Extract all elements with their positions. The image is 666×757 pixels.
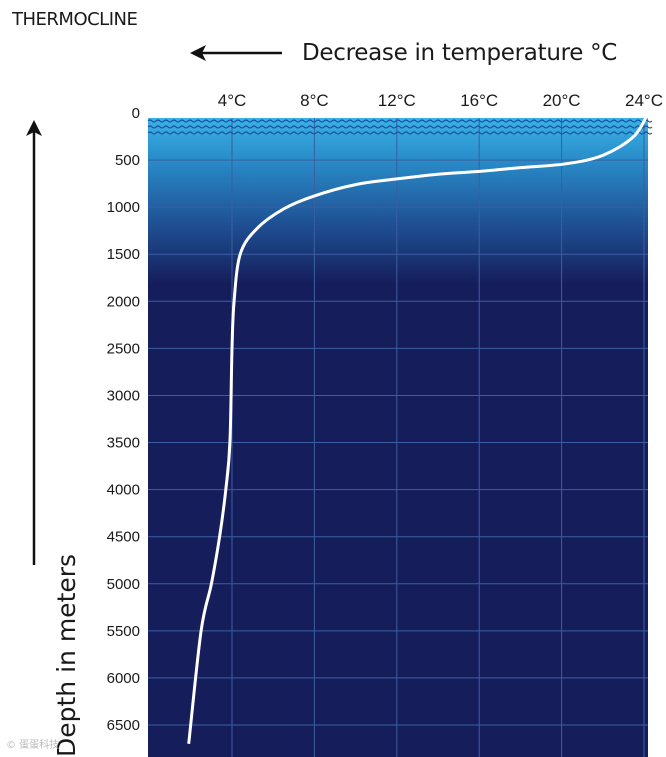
y-tick-label: 1000	[107, 199, 140, 216]
x-tick-label: 24°C	[625, 91, 663, 110]
y-tick-label: 3000	[107, 387, 140, 404]
y-tick-label: 2000	[107, 293, 140, 310]
x-tick-label: 12°C	[378, 91, 416, 110]
up-arrow-icon	[26, 120, 42, 565]
x-tick-label: 16°C	[460, 91, 498, 110]
left-arrow-icon	[190, 45, 282, 61]
temperature-curve	[187, 112, 650, 744]
y-tick-label: 2500	[107, 340, 140, 357]
y-tick-label: 4000	[107, 482, 140, 499]
surface-wave	[147, 119, 653, 123]
y-tick-label: 4500	[107, 529, 140, 546]
x-tick-label: 8°C	[300, 91, 329, 110]
water-background	[148, 118, 648, 757]
x-axis-label: Decrease in temperature °C	[302, 40, 618, 66]
y-tick-label: 1500	[107, 246, 140, 263]
watermark-text: © 蛋蛋科技	[6, 740, 60, 751]
surface-wave	[147, 125, 653, 129]
y-tick-label: 6500	[107, 717, 140, 734]
y-tick-label: 5500	[107, 623, 140, 640]
y-tick-label: 500	[115, 152, 140, 169]
x-tick-label: 4°C	[218, 91, 247, 110]
x-tick-label: 20°C	[543, 91, 581, 110]
surface-wave	[147, 131, 653, 135]
y-tick-label: 5000	[107, 576, 140, 593]
y-tick-label: 0	[132, 105, 140, 122]
y-tick-label: 3500	[107, 435, 140, 452]
y-tick-label: 6000	[107, 670, 140, 687]
chart-title: THERMOCLINE	[12, 9, 138, 30]
